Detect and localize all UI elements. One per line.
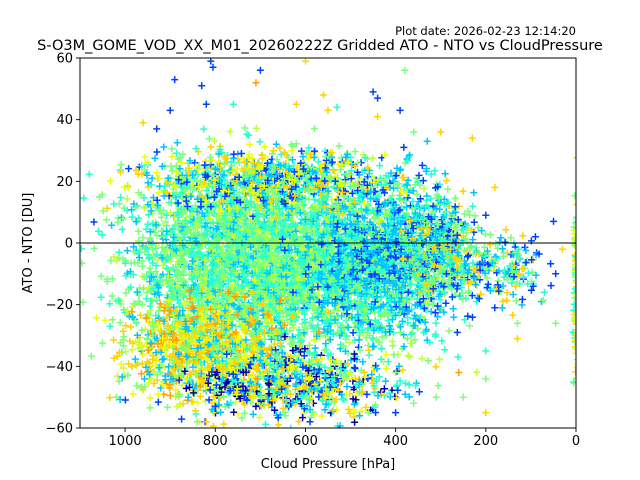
data-point [418, 355, 426, 363]
data-point [123, 195, 131, 203]
data-point [173, 139, 181, 147]
data-point [138, 262, 146, 270]
data-point [311, 344, 319, 352]
data-point [80, 298, 87, 306]
data-point [201, 397, 209, 405]
data-point [174, 217, 181, 225]
data-point [226, 128, 234, 136]
data-point [335, 142, 343, 150]
data-point [388, 316, 396, 323]
data-point [302, 149, 310, 157]
data-point [127, 323, 135, 331]
data-point [473, 368, 481, 376]
data-points [80, 58, 576, 428]
data-point [369, 343, 377, 351]
data-point [147, 207, 155, 215]
data-point [158, 276, 166, 284]
data-point [136, 284, 144, 292]
data-point [117, 194, 125, 201]
data-point [108, 221, 116, 229]
data-point [241, 124, 249, 132]
data-point [144, 220, 152, 228]
data-point [445, 327, 453, 335]
data-point [80, 194, 88, 202]
data-point [305, 341, 313, 349]
data-point [383, 332, 390, 340]
data-point [106, 322, 114, 330]
data-point [106, 394, 114, 402]
data-point [424, 357, 432, 365]
data-point [404, 352, 412, 360]
data-point [92, 314, 100, 322]
data-point [406, 353, 413, 361]
data-point [168, 145, 176, 153]
data-point [166, 392, 174, 399]
data-point [200, 125, 208, 133]
data-point [80, 259, 86, 267]
data-point [369, 154, 377, 162]
data-point [123, 247, 131, 255]
plot-date-label: Plot date: 2026-02-23 12:14:20 [395, 24, 576, 38]
data-point [120, 306, 128, 314]
data-point [98, 231, 106, 239]
data-point [110, 253, 118, 261]
data-point [110, 336, 118, 344]
data-point [128, 206, 136, 214]
data-point [201, 223, 209, 231]
data-point [390, 351, 398, 359]
data-point [469, 202, 477, 210]
data-point [138, 326, 146, 334]
data-point [97, 272, 105, 280]
data-point [136, 245, 144, 253]
data-point [310, 125, 318, 132]
data-point [194, 399, 201, 407]
data-point [420, 185, 428, 193]
data-point [431, 167, 439, 175]
data-point [99, 339, 106, 347]
data-point [252, 124, 260, 132]
data-point [109, 316, 116, 324]
data-point [114, 372, 122, 380]
data-point [87, 352, 95, 360]
data-point [413, 190, 421, 198]
data-point [97, 293, 105, 301]
data-point [260, 314, 268, 322]
data-point [441, 346, 449, 354]
data-point [146, 394, 154, 402]
data-point [198, 210, 206, 217]
data-point [108, 292, 116, 300]
data-point [139, 234, 147, 242]
data-point [110, 200, 118, 208]
chart-title: S-O3M_GOME_VOD_XX_M01_20260222Z Gridded … [37, 38, 603, 54]
data-point [152, 262, 160, 270]
data-point [103, 216, 110, 224]
data-point [90, 244, 98, 252]
data-point [466, 322, 473, 330]
data-point [118, 225, 126, 233]
data-point [114, 218, 122, 226]
data-point [142, 295, 150, 303]
data-point [152, 268, 160, 276]
data-point [256, 138, 264, 146]
data-point [436, 355, 444, 363]
data-point [195, 188, 203, 195]
data-point [140, 273, 148, 281]
data-point [409, 329, 416, 337]
data-point [355, 336, 363, 344]
data-point [115, 248, 123, 256]
data-point [209, 422, 217, 428]
data-point [94, 227, 102, 235]
data-point [128, 213, 136, 221]
data-point [441, 170, 449, 178]
data-point [454, 353, 462, 361]
data-point [388, 337, 396, 345]
data-point [106, 300, 114, 308]
data-point [134, 227, 142, 235]
data-point [101, 316, 109, 324]
data-point [272, 140, 280, 148]
data-point [128, 346, 136, 354]
data-point [80, 245, 85, 253]
